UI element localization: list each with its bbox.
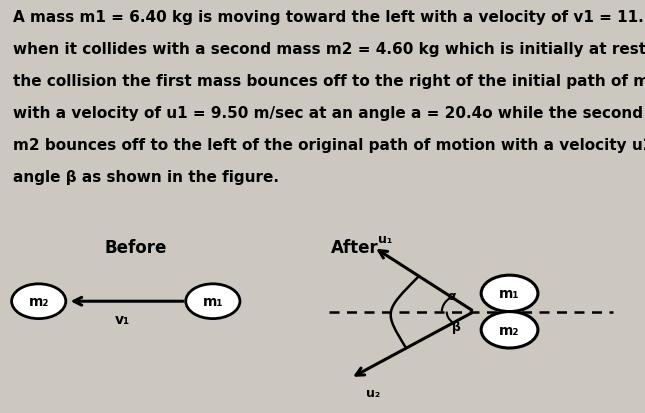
Text: m₂: m₂ [499, 323, 520, 337]
Text: with a velocity of u1 = 9.50 m/sec at an angle a = 20.4o while the second mass: with a velocity of u1 = 9.50 m/sec at an… [13, 106, 645, 121]
Circle shape [481, 275, 538, 312]
Text: u₁: u₁ [378, 233, 393, 245]
Text: m₁: m₁ [203, 294, 223, 309]
Text: After: After [331, 239, 379, 257]
Circle shape [186, 284, 240, 319]
Text: α: α [447, 289, 456, 302]
Text: the collision the first mass bounces off to the right of the initial path of mot: the collision the first mass bounces off… [13, 74, 645, 89]
Text: when it collides with a second mass m2 = 4.60 kg which is initially at rest. Aft: when it collides with a second mass m2 =… [13, 42, 645, 57]
Text: v₁: v₁ [115, 312, 130, 326]
Text: Before: Before [104, 239, 166, 257]
Circle shape [481, 312, 538, 348]
Circle shape [12, 284, 66, 319]
Text: u₂: u₂ [366, 386, 381, 399]
Text: m2 bounces off to the left of the original path of motion with a velocity u2 at : m2 bounces off to the left of the origin… [13, 138, 645, 152]
Text: m₂: m₂ [28, 294, 49, 309]
Text: angle β as shown in the figure.: angle β as shown in the figure. [13, 169, 279, 184]
Text: m₁: m₁ [499, 287, 520, 301]
Text: β: β [451, 320, 461, 333]
Text: A mass m1 = 6.40 kg is moving toward the left with a velocity of v1 = 11.2 m/s: A mass m1 = 6.40 kg is moving toward the… [13, 10, 645, 25]
